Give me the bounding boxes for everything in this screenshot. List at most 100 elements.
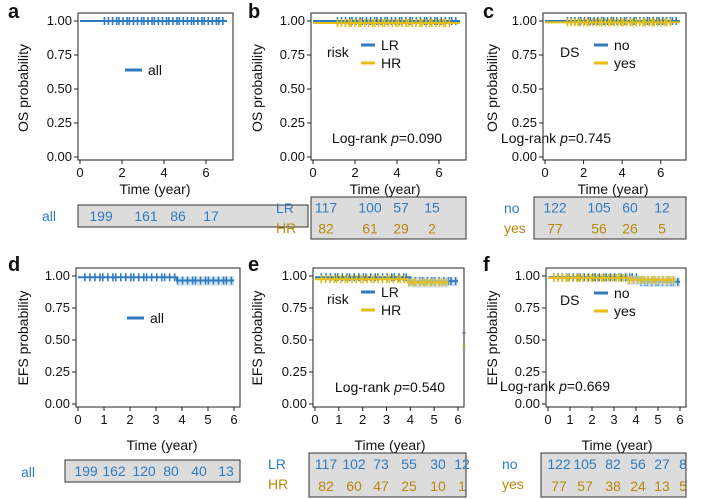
x-tick-label: 2 (580, 165, 587, 180)
y-axis-title: EFS probability (249, 291, 265, 386)
risk-table-value: 100 (358, 200, 382, 216)
risk-table-value: 25 (401, 478, 417, 494)
y-tick-label: 0.75 (282, 300, 307, 315)
panel-b: b 0.00 0.25 0.50 0.75 1.00 0 2 4 6 Time (year) OS p… (248, 1, 467, 240)
x-tick-label: 1 (566, 412, 573, 427)
risk-table-value: 122 (547, 456, 571, 472)
legend: risk LR HR (327, 284, 401, 318)
x-tick-label: 2 (351, 165, 358, 180)
legend-label-yes: yes (614, 303, 636, 319)
panel-a: a 0.00 0.25 0.50 0.75 1.00 0 2 4 6 Time (year) OS p… (8, 1, 309, 228)
risk-table-box (540, 452, 687, 498)
y-axis-title: EFS probability (15, 291, 31, 386)
risk-table-value: 117 (315, 200, 338, 216)
risk-table-value: 12 (454, 456, 470, 472)
risk-table-box (77, 204, 309, 228)
y-tick-label: 0.75 (515, 300, 540, 315)
legend-label-LR: LR (381, 37, 399, 53)
x-tick-label: 0 (544, 412, 551, 427)
plot-frame (545, 267, 687, 408)
logrank-pvalue: Log-rank p=0.669 (500, 378, 610, 394)
x-tick-label: 4 (160, 165, 167, 180)
risk-table-value: 105 (587, 200, 611, 216)
risk-table-label-no: no (504, 200, 520, 216)
risk-table-value: 17 (203, 208, 219, 224)
y-tick-label: 0.25 (515, 364, 540, 379)
x-tick-label: 4 (632, 412, 639, 427)
x-tick-label: 6 (657, 165, 664, 180)
y-tick-label: 1.00 (47, 13, 72, 28)
legend-title: risk (327, 291, 350, 307)
x-tick-label: 6 (435, 165, 442, 180)
x-axis-title: Time (year) (577, 181, 648, 197)
legend: risk LR HR (327, 37, 401, 71)
risk-table-value: 12 (654, 200, 670, 216)
risk-table-label-no: no (502, 456, 518, 472)
risk-table-value: 10 (430, 478, 446, 494)
risk-table-label-HR: HR (276, 220, 296, 236)
risk-table-value: 38 (605, 478, 621, 494)
x-tick-label: 4 (178, 412, 185, 427)
risk-table-value: 56 (591, 221, 607, 237)
legend: all (127, 310, 164, 326)
legend-title: risk (327, 44, 350, 60)
series-line-HR (315, 278, 449, 284)
logrank-pvalue: Log-rank p=0.540 (335, 379, 445, 395)
panel-letter-b: b (248, 1, 260, 23)
legend: all (125, 62, 162, 78)
x-axis-title: Time (year) (349, 181, 420, 197)
risk-table-box (310, 196, 467, 240)
x-tick-label: 5 (431, 412, 438, 427)
risk-table-value: 40 (191, 463, 207, 479)
risk-table-box (533, 196, 687, 240)
legend-label-HR: HR (381, 55, 401, 71)
x-tick-label: 0 (541, 165, 548, 180)
x-tick-label: 1 (100, 412, 107, 427)
x-tick-label: 6 (202, 165, 209, 180)
risk-table-value: 199 (74, 463, 98, 479)
y-axis-title: EFS probability (484, 291, 500, 386)
risk-table-value: 77 (551, 478, 567, 494)
risk-table-value: 57 (577, 478, 593, 494)
x-tick-label: 0 (74, 412, 81, 427)
y-tick-label: 0.25 (45, 364, 70, 379)
legend-label-HR: HR (381, 302, 401, 318)
x-tick-label: 4 (619, 165, 626, 180)
panel-c: c 0.00 0.25 0.50 0.75 1.00 0 2 4 6 Time (year) OS p… (483, 1, 687, 240)
y-tick-label: 0.75 (45, 300, 70, 315)
y-tick-label: 0.00 (280, 149, 305, 164)
risk-table-value: 8 (679, 456, 687, 472)
risk-table-value: 82 (318, 478, 334, 494)
y-axis-title: OS probability (249, 44, 265, 132)
y-tick-label: 0.75 (512, 47, 537, 62)
risk-table-value: 1 (458, 478, 466, 494)
legend: DS no yes (560, 37, 636, 71)
risk-table-value: 117 (315, 456, 338, 472)
x-tick-label: 6 (676, 412, 683, 427)
legend: DS no yes (560, 285, 636, 319)
y-tick-label: 0.00 (282, 396, 307, 411)
x-tick-label: 0 (76, 165, 83, 180)
y-tick-label: 0.25 (280, 115, 305, 130)
panel-letter-f: f (483, 254, 490, 276)
x-axis-title: Time (year) (119, 181, 190, 197)
risk-table-label-yes: yes (502, 476, 524, 492)
risk-table-value: 15 (424, 200, 440, 216)
x-tick-label: 1 (335, 412, 342, 427)
y-tick-label: 0.25 (47, 115, 72, 130)
y-tick-label: 0.50 (282, 332, 307, 347)
y-tick-label: 0.50 (515, 332, 540, 347)
x-axis-title: Time (year) (354, 437, 425, 453)
risk-table-label-yes: yes (504, 220, 526, 236)
x-tick-label: 2 (359, 412, 366, 427)
risk-table-box (308, 452, 467, 498)
legend-label-all: all (150, 310, 164, 326)
risk-table-value: 13 (654, 478, 670, 494)
panel-d: d 0.00 0.25 0.50 0.75 1.00 0 1 2 3 4 5 6 Time (year) E… (8, 254, 241, 483)
plot-frame (310, 12, 467, 161)
x-tick-label: 3 (383, 412, 390, 427)
risk-table-value: 26 (622, 221, 638, 237)
risk-table-value: 86 (170, 208, 186, 224)
x-tick-label: 6 (454, 412, 461, 427)
